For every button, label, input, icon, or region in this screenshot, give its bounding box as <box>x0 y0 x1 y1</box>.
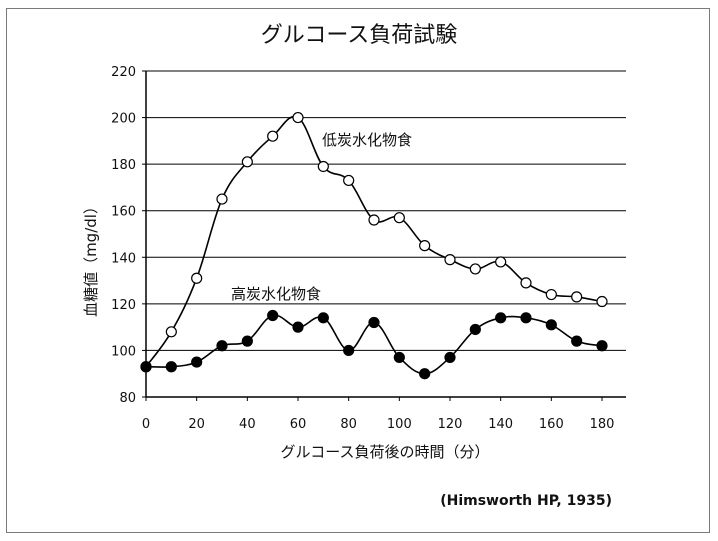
data-point-high-carb-60 <box>292 321 304 333</box>
data-point-low-carb-90 <box>368 214 380 226</box>
data-point-low-carb-120 <box>444 254 456 266</box>
data-point-high-carb-30 <box>216 340 228 352</box>
data-point-low-carb-30 <box>216 193 228 205</box>
y-tick-label-160: 160 <box>111 205 136 220</box>
y-tick-label-120: 120 <box>111 298 136 313</box>
series-markers <box>140 111 608 380</box>
data-point-high-carb-20 <box>191 356 203 368</box>
y-tick-label-100: 100 <box>111 344 136 359</box>
x-tick-label-80: 80 <box>340 417 357 432</box>
data-point-low-carb-110 <box>419 240 431 252</box>
x-tick-label-40: 40 <box>239 417 256 432</box>
data-point-low-carb-150 <box>520 277 532 289</box>
x-tick-label-180: 180 <box>590 417 615 432</box>
data-point-low-carb-60 <box>292 111 304 124</box>
y-tick-labels: 80 100 120 140 160 180 200 220 <box>111 65 136 406</box>
y-tick-label-180: 180 <box>111 158 136 173</box>
data-point-low-carb-50 <box>267 130 279 142</box>
y-axis-label: 血糖値（mg/dl） <box>82 199 100 317</box>
x-tick-label-60: 60 <box>290 417 307 432</box>
y-tick-label-220: 220 <box>111 65 136 80</box>
series-label-high-carb: 高炭水化物食 <box>231 285 321 303</box>
data-point-high-carb-130 <box>469 323 481 336</box>
x-tick-label-20: 20 <box>188 417 205 432</box>
data-point-high-carb-170 <box>571 335 583 347</box>
source-note: (Himsworth HP, 1935) <box>440 493 612 509</box>
data-point-high-carb-160 <box>545 319 557 331</box>
series-label-low-carb: 低炭水化物食 <box>322 131 412 149</box>
data-point-low-carb-20 <box>191 272 203 284</box>
data-point-low-carb-170 <box>571 291 583 303</box>
x-axis-label: グルコース負荷後の時間（分） <box>281 443 490 461</box>
data-point-high-carb-40 <box>241 335 253 347</box>
series-line-low-carb <box>145 115 603 368</box>
data-point-high-carb-90 <box>368 316 380 329</box>
x-tick-label-0: 0 <box>142 417 150 432</box>
data-point-high-carb-0 <box>140 361 152 373</box>
data-point-high-carb-120 <box>444 351 456 364</box>
data-point-low-carb-140 <box>495 256 507 268</box>
x-tick-label-120: 120 <box>438 417 463 432</box>
series-lines <box>145 115 603 375</box>
data-point-high-carb-100 <box>393 351 405 364</box>
data-point-low-carb-40 <box>241 156 253 168</box>
x-tick-label-160: 160 <box>539 417 564 432</box>
y-tick-label-80: 80 <box>119 391 136 406</box>
x-tick-label-140: 140 <box>488 417 513 432</box>
data-point-high-carb-50 <box>267 309 279 322</box>
data-point-low-carb-130 <box>469 263 481 275</box>
chart-title: グルコース負荷試験 <box>261 23 457 48</box>
data-point-high-carb-70 <box>317 312 329 324</box>
y-tick-label-140: 140 <box>111 251 136 266</box>
data-point-high-carb-10 <box>165 361 177 373</box>
data-point-high-carb-140 <box>495 312 507 324</box>
grid-lines <box>146 70 626 351</box>
axes <box>142 70 626 401</box>
data-point-low-carb-180 <box>596 295 608 308</box>
data-point-high-carb-80 <box>343 344 355 357</box>
data-point-low-carb-70 <box>317 160 329 173</box>
data-point-low-carb-160 <box>545 288 557 301</box>
chart-frame <box>6 8 710 533</box>
x-tick-labels: 0 20 40 60 80 100 120 140 160 180 <box>142 417 615 432</box>
data-point-high-carb-180 <box>596 340 608 352</box>
data-point-high-carb-150 <box>520 312 532 324</box>
x-tick-label-100: 100 <box>387 417 412 432</box>
data-point-low-carb-100 <box>393 212 405 224</box>
y-tick-label-200: 200 <box>111 112 136 127</box>
data-point-low-carb-10 <box>165 326 177 338</box>
data-point-low-carb-80 <box>343 174 355 187</box>
data-point-high-carb-110 <box>419 368 431 380</box>
